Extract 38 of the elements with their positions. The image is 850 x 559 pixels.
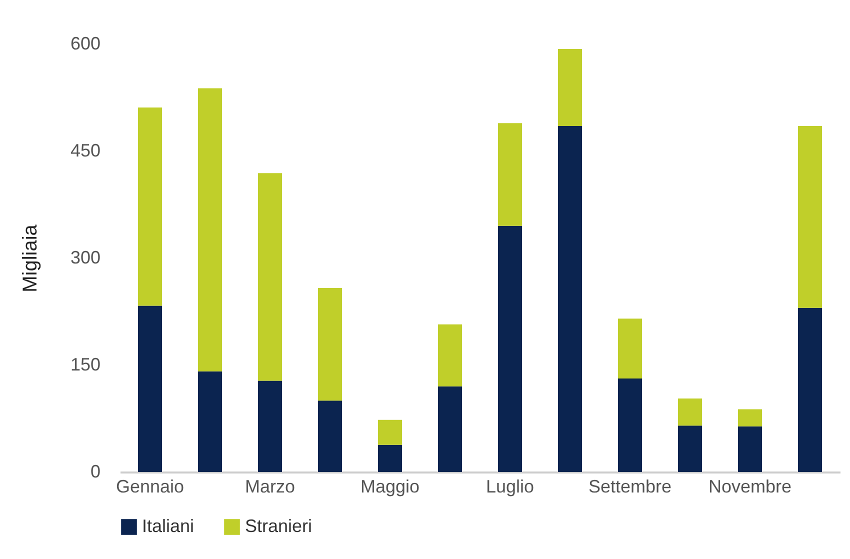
bar [798, 308, 822, 472]
bar [798, 126, 822, 308]
bar [378, 420, 402, 445]
bar [318, 288, 342, 401]
x-tick-label: Marzo [244, 476, 296, 496]
y-axis-title: Migliaia [19, 224, 42, 292]
bar [678, 426, 702, 472]
x-tick-label: Maggio [360, 476, 420, 496]
bar [258, 380, 282, 472]
bar [258, 173, 282, 381]
bar [618, 378, 642, 472]
bar [498, 123, 522, 226]
y-tick-label: 150 [70, 354, 100, 374]
x-tick-label: Gennaio [116, 476, 184, 496]
bar [198, 88, 222, 372]
y-tick-label: 450 [70, 140, 100, 160]
bar [738, 409, 762, 426]
bar [618, 318, 642, 379]
y-tick-label: 0 [90, 462, 100, 482]
legend-label: Italiani [142, 516, 194, 536]
x-tick-label: Novembre [708, 476, 792, 496]
bar [558, 126, 582, 472]
legend-label: Stranieri [245, 516, 312, 536]
bar [138, 306, 162, 472]
bar [498, 226, 522, 472]
x-tick-label: Settembre [588, 476, 672, 496]
bar [438, 386, 462, 472]
x-tick-label: Luglio [486, 476, 534, 496]
bar [558, 48, 582, 126]
bar [438, 324, 462, 386]
bar [198, 371, 222, 472]
y-tick-label: 600 [70, 34, 100, 54]
bar [678, 398, 702, 426]
bar [738, 426, 762, 472]
bar [318, 400, 342, 472]
bar [138, 107, 162, 306]
bar [378, 444, 402, 472]
y-tick-label: 300 [70, 248, 100, 268]
